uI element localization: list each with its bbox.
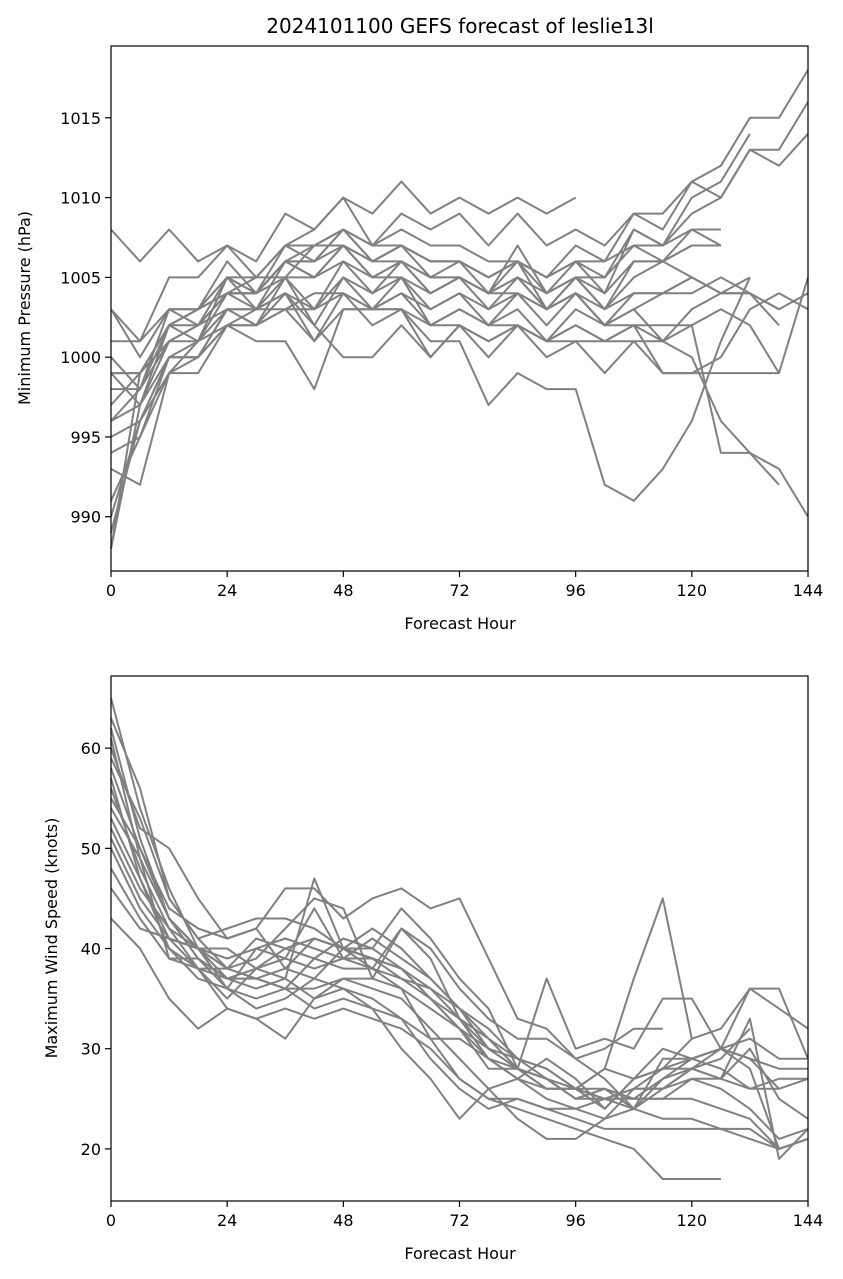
wind-x-tick-label-96: 96 — [565, 1211, 585, 1230]
wind-x-tick-label-24: 24 — [217, 1211, 237, 1230]
pressure-y-tick-label-1005: 1005 — [60, 268, 101, 287]
pressure-x-tick-label-48: 48 — [333, 581, 353, 600]
pressure-y-tick-label-995: 995 — [70, 428, 101, 447]
wind-x-axis-label: Forecast Hour — [404, 1244, 516, 1263]
wind-y-tick-label-20: 20 — [81, 1140, 101, 1159]
wind-y-axis-label: Maximum Wind Speed (knots) — [42, 818, 61, 1059]
pressure-x-tick-label-0: 0 — [106, 581, 116, 600]
wind-y-tick-label-50: 50 — [81, 839, 101, 858]
figure-title: 2024101100 GEFS forecast of leslie13l — [266, 14, 654, 38]
pressure-x-tick-label-96: 96 — [565, 581, 585, 600]
pressure-x-tick-label-24: 24 — [217, 581, 237, 600]
pressure-y-tick-label-1015: 1015 — [60, 109, 101, 128]
wind-series-line-11 — [110, 847, 780, 1150]
wind-x-tick-label-120: 120 — [677, 1211, 708, 1230]
pressure-x-tick-label-120: 120 — [677, 581, 708, 600]
wind-series-line-18 — [110, 737, 663, 1060]
pressure-y-tick-label-990: 990 — [70, 508, 101, 527]
wind-series-line-15 — [110, 727, 751, 1110]
wind-series-line-10 — [110, 837, 809, 1150]
wind-x-tick-label-72: 72 — [449, 1211, 469, 1230]
pressure-series-line-18 — [110, 244, 809, 549]
wind-series-line-8 — [110, 817, 809, 1140]
pressure-series-line-20 — [110, 228, 722, 406]
wind-series-line-16 — [110, 777, 808, 1110]
pressure-series-line-13 — [110, 276, 751, 502]
pressure-series-line-8 — [110, 260, 693, 406]
pressure-y-tick-label-1000: 1000 — [60, 348, 101, 367]
wind-y-tick-label-40: 40 — [81, 940, 101, 959]
wind-y-tick-label-30: 30 — [81, 1040, 101, 1059]
wind-series-line-2 — [110, 717, 809, 1090]
pressure-chart: Forecast Hour Minimum Pressure (hPa) 0 24… — [15, 45, 824, 633]
wind-x-tick-label-48: 48 — [333, 1211, 353, 1230]
wind-x-tick-label-0: 0 — [106, 1211, 116, 1230]
wind-series-line-13 — [110, 887, 809, 1140]
pressure-series-line-17 — [110, 276, 751, 549]
pressure-series-line-1 — [110, 180, 577, 263]
wind-x-tick-label-144: 144 — [793, 1211, 824, 1230]
wind-chart: Forecast Hour Maximum Wind Speed (knots)… — [42, 675, 824, 1263]
pressure-series-line-14 — [110, 292, 809, 518]
wind-series-line-1 — [110, 697, 809, 1070]
pressure-series-line-16 — [110, 276, 780, 533]
pressure-y-axis-label: Minimum Pressure (hPa) — [15, 211, 34, 405]
pressure-x-tick-label-144: 144 — [793, 581, 824, 600]
wind-y-tick-label-60: 60 — [81, 739, 101, 758]
wind-series-line-12 — [110, 867, 721, 1180]
pressure-x-tick-label-72: 72 — [449, 581, 469, 600]
wind-series-line-17 — [110, 757, 693, 1090]
pressure-y-tick-label-1010: 1010 — [60, 189, 101, 208]
pressure-x-axis-label: Forecast Hour — [404, 614, 516, 633]
